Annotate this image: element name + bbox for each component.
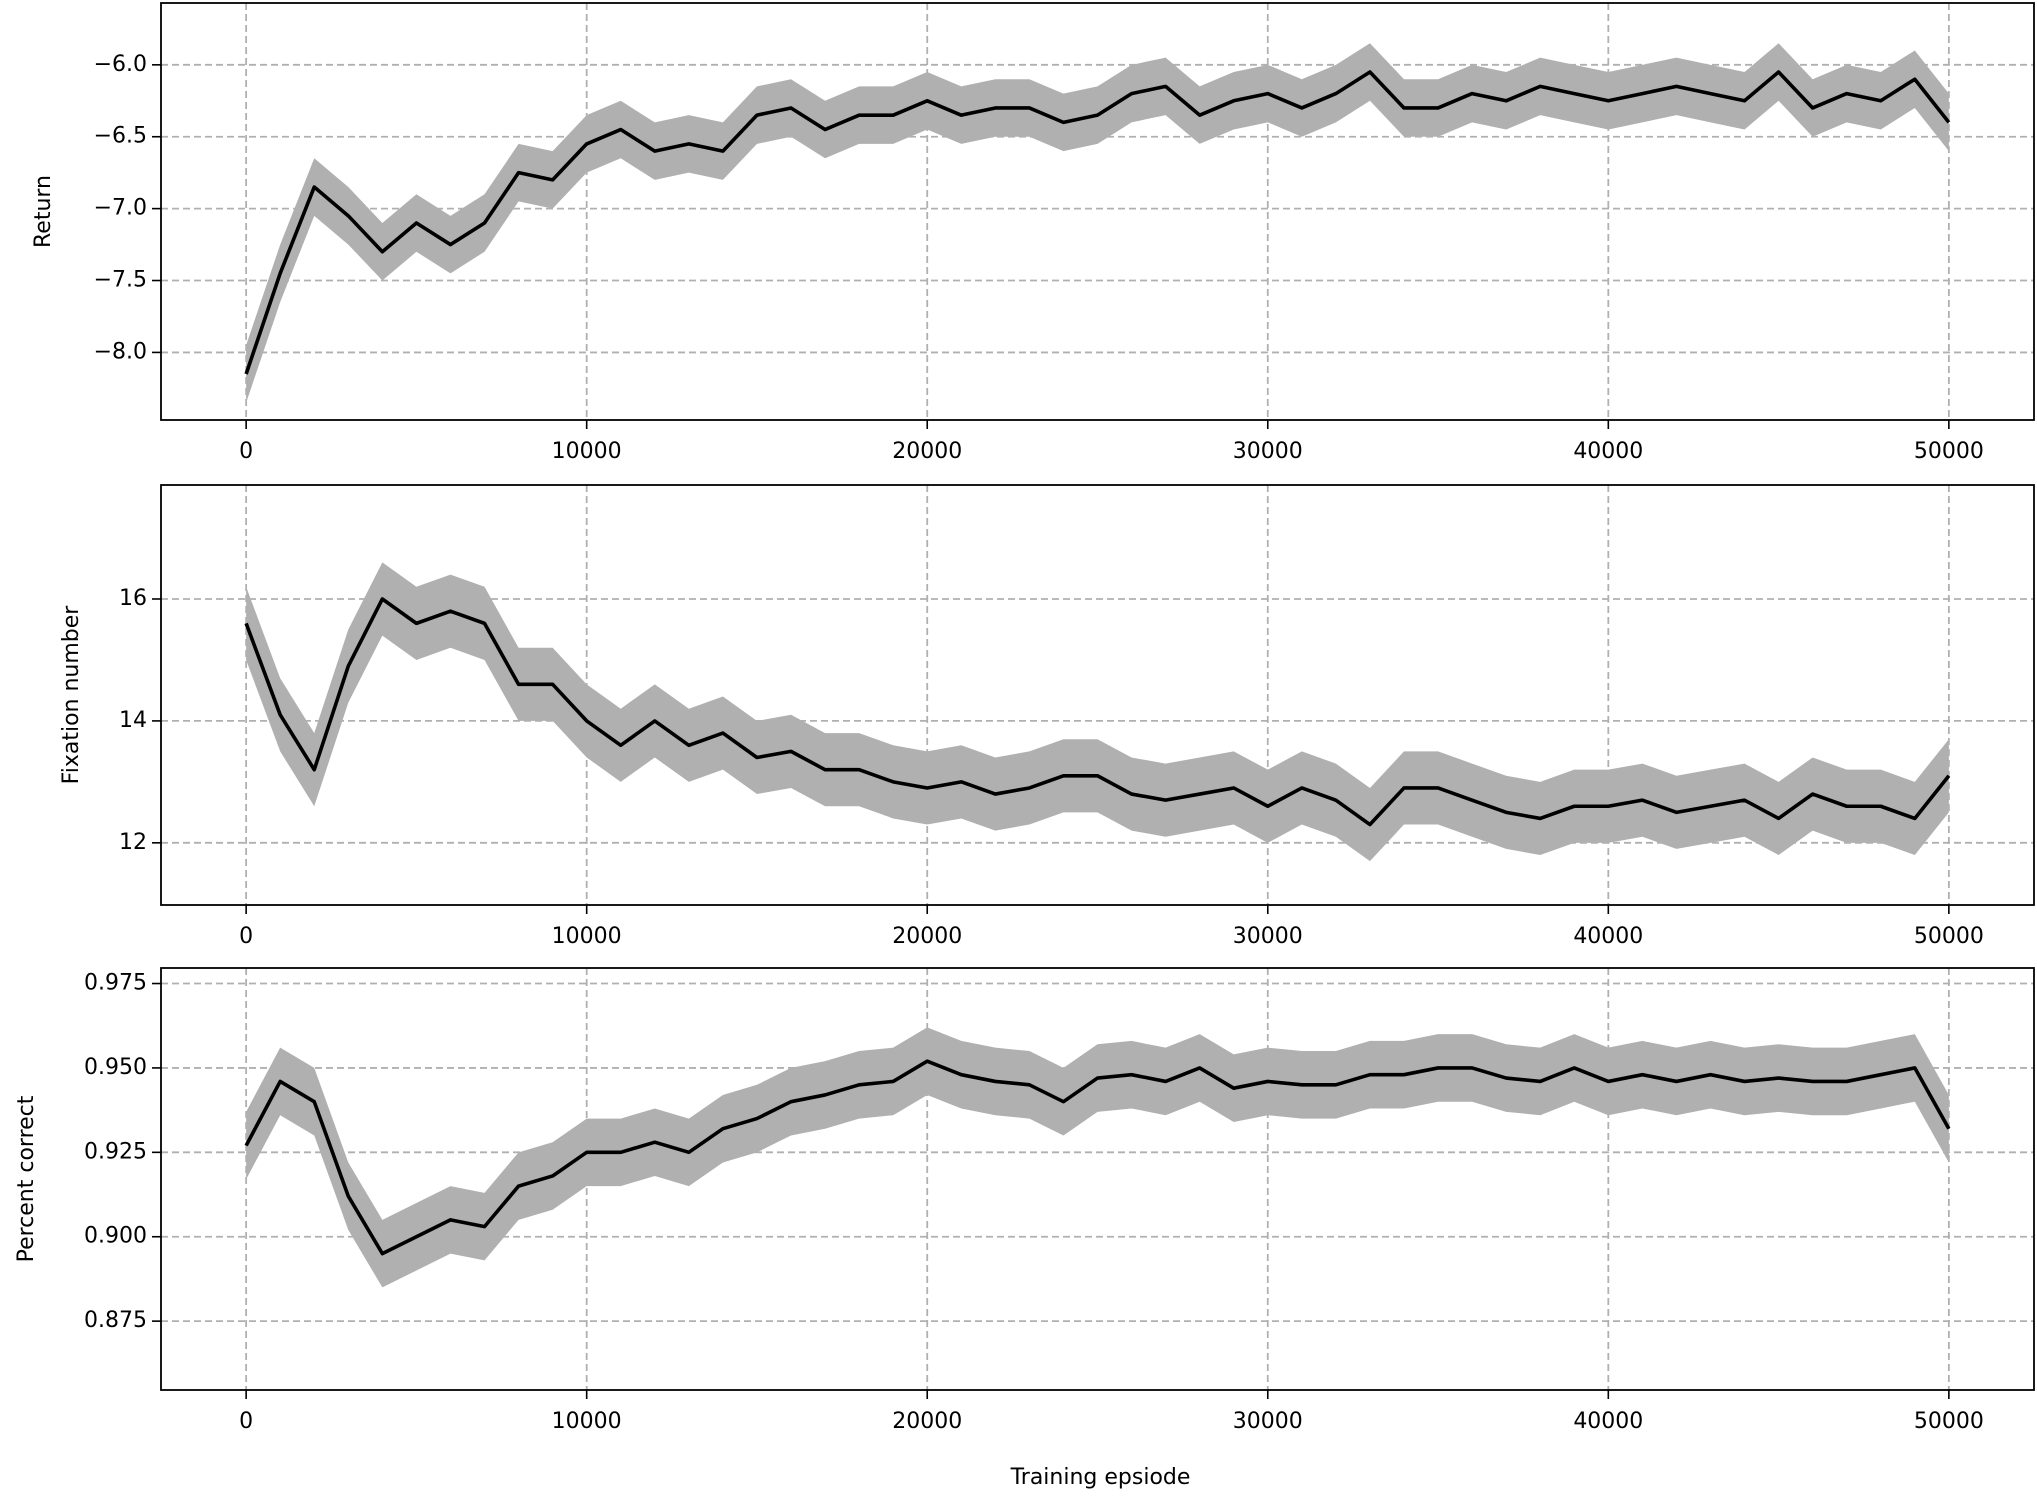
x-tick-label: 30000	[1233, 1409, 1303, 1434]
y-tick-label: −7.0	[94, 196, 147, 221]
y-axis-label: Percent correct	[14, 1095, 39, 1262]
plot-frame	[160, 2, 2035, 421]
band	[246, 43, 1949, 403]
x-tick-label: 10000	[552, 1409, 622, 1434]
x-tick-label: 30000	[1233, 439, 1303, 464]
y-tick-label: 12	[119, 830, 147, 855]
y-tick-label: 0.875	[84, 1308, 147, 1333]
x-tick-label: 0	[239, 439, 253, 464]
x-tick-label: 50000	[1914, 1409, 1984, 1434]
y-axis-label: Return	[31, 175, 56, 248]
band	[246, 1027, 1949, 1288]
y-tick-label: −6.5	[94, 124, 147, 149]
x-tick-label: 50000	[1914, 439, 1984, 464]
x-tick-label: 40000	[1573, 1409, 1643, 1434]
x-tick-label: 40000	[1573, 439, 1643, 464]
y-tick-label: −8.0	[94, 339, 147, 364]
y-tick-label: −7.5	[94, 268, 147, 293]
y-tick-label: 16	[119, 586, 147, 611]
y-tick-label: 0.900	[84, 1224, 147, 1249]
y-tick-label: 0.975	[84, 971, 147, 996]
y-tick-label: 14	[119, 708, 147, 733]
line	[244, 70, 1951, 375]
x-tick-label: 10000	[552, 924, 622, 949]
x-axis-label: Training epsiode	[1010, 1465, 1191, 1490]
line	[244, 597, 1951, 827]
x-tick-label: 40000	[1573, 924, 1643, 949]
y-tick-label: 0.950	[84, 1055, 147, 1080]
x-tick-label: 20000	[892, 1409, 962, 1434]
y-tick-label: −6.0	[94, 52, 147, 77]
x-tick-label: 0	[239, 924, 253, 949]
x-tick-label: 30000	[1233, 924, 1303, 949]
line	[244, 1059, 1951, 1256]
x-tick-label: 50000	[1914, 924, 1984, 949]
x-tick-label: 10000	[552, 439, 622, 464]
plot-frame	[160, 967, 2035, 1391]
plot-frame	[160, 484, 2035, 906]
x-tick-label: 0	[239, 1409, 253, 1434]
band	[246, 562, 1949, 862]
x-tick-label: 20000	[892, 439, 962, 464]
y-axis-label: Fixation number	[59, 605, 84, 785]
x-tick-label: 20000	[892, 924, 962, 949]
y-tick-label: 0.925	[84, 1139, 147, 1164]
